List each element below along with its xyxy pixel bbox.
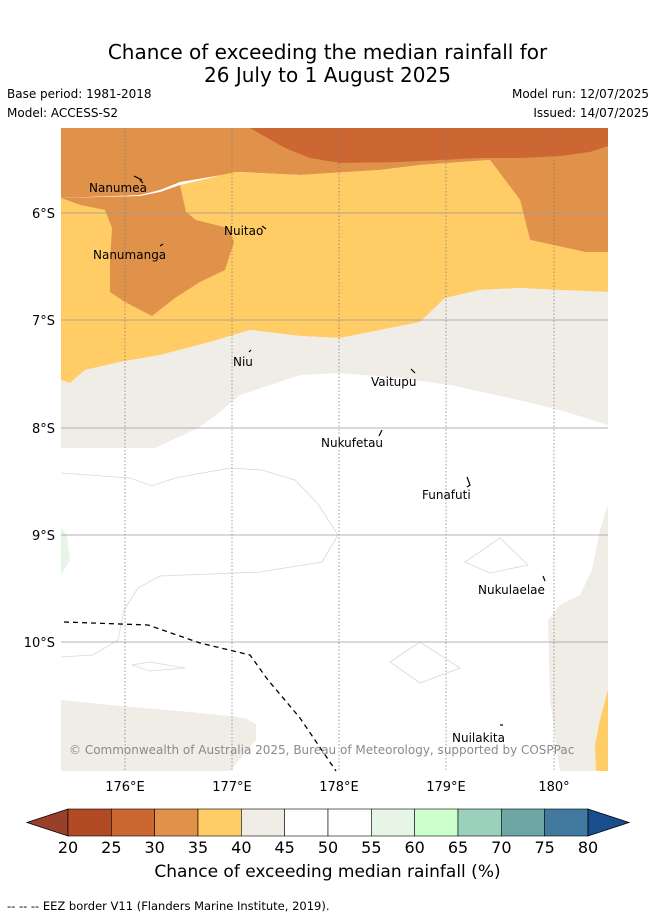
- colorbar-under-arrow: [25, 808, 69, 837]
- band-30-35-lobe: [61, 185, 234, 316]
- colorbar-tick-label: 25: [101, 838, 121, 857]
- nuitao-island-icon: [261, 225, 267, 230]
- lon-label-180: 180°: [538, 780, 569, 795]
- place-label-niu: Niu: [233, 355, 253, 369]
- colorbar-segment: [154, 808, 199, 837]
- copyright-notice: © Commonwealth of Australia 2025, Bureau…: [69, 743, 574, 757]
- nukufetau-island-icon: [378, 429, 383, 437]
- band-35-40: [61, 160, 608, 383]
- band-40-45: [61, 288, 608, 448]
- funafuti-island-icon: [466, 476, 471, 488]
- lon-label-178: 178°E: [319, 780, 359, 795]
- nukulaelae-island-icon: [542, 575, 546, 582]
- colorbar-tick-label: 65: [448, 838, 468, 857]
- place-label-funafuti: Funafuti: [422, 488, 471, 502]
- vaitupu-island-icon: [410, 368, 416, 374]
- eez-footnote: -- -- -- EEZ border V11 (Flanders Marine…: [7, 899, 330, 913]
- place-label-nanumea: Nanumea: [89, 181, 147, 195]
- lat-label-8s: 8°S: [32, 422, 55, 437]
- band-40-45-east: [548, 505, 608, 771]
- nanumea-island-icon: [133, 175, 143, 181]
- nanumanga-island-icon: [159, 243, 164, 247]
- colorbar-tick-label: 45: [274, 838, 294, 857]
- colorbar-over-arrow: [587, 808, 631, 837]
- niu-island-icon: [248, 349, 252, 353]
- band-25-30: [250, 128, 608, 163]
- colorbar-segment: [241, 808, 285, 837]
- longitude-gridlines: [124, 128, 555, 771]
- island-marks: [133, 175, 546, 726]
- band-40-45-south: [61, 700, 256, 771]
- colorbar-ticks: 20 25 30 35 40 45 50 55 60 65 70 75 80: [58, 838, 598, 857]
- band-55-60: [61, 528, 70, 575]
- colorbar-segment: [327, 808, 372, 837]
- base-period: Base period: 1981-2018: [7, 87, 152, 101]
- lat-label-10s: 10°S: [24, 636, 55, 651]
- model-name: Model: ACCESS-S2: [7, 106, 119, 120]
- colorbar-segment: [67, 808, 112, 837]
- map-title-line2: 26 July to 1 August 2025: [204, 63, 451, 87]
- colorbar-segment: [111, 808, 155, 837]
- colorbar-tick-label: 70: [491, 838, 511, 857]
- colorbar-tick-label: 50: [318, 838, 338, 857]
- colorbar-tick-label: 20: [58, 838, 78, 857]
- colorbar-label: Chance of exceeding median rainfall (%): [154, 862, 501, 882]
- place-label-nuilakita: Nuilakita: [452, 731, 505, 745]
- colorbar-tick-label: 40: [231, 838, 251, 857]
- lat-label-6s: 6°S: [32, 207, 55, 222]
- colorbar-segment: [414, 808, 459, 837]
- lon-label-176: 176°E: [105, 780, 145, 795]
- model-run: Model run: 12/07/2025: [511, 87, 649, 101]
- place-label-nuitao: Nuitao: [224, 224, 263, 238]
- map-title-line1: Chance of exceeding the median rainfall …: [107, 40, 548, 64]
- colorbar-segment: [197, 808, 242, 837]
- issued-date: Issued: 14/07/2025: [533, 106, 649, 120]
- band-35-40-corner: [595, 690, 608, 771]
- latitude-gridlines: [61, 212, 608, 643]
- colorbar-tick-label: 75: [534, 838, 554, 857]
- place-label-nukufetau: Nukufetau: [321, 436, 383, 450]
- band-30-35: [61, 128, 608, 252]
- colorbar-tick-label: 80: [578, 838, 598, 857]
- lon-label-177: 177°E: [212, 780, 252, 795]
- colorbar-segment: [544, 808, 589, 837]
- colorbar-tick-label: 55: [361, 838, 381, 857]
- colorbar-segment: [284, 808, 329, 837]
- colorbar: [25, 808, 631, 837]
- lon-label-179: 179°E: [426, 780, 466, 795]
- colorbar-tick-label: 35: [188, 838, 208, 857]
- colorbar-tick-label: 30: [144, 838, 164, 857]
- colorbar-segment: [457, 808, 502, 837]
- colorbar-segment: [501, 808, 545, 837]
- eez-border: [63, 621, 337, 772]
- colorbar-segment: [371, 808, 415, 837]
- place-label-nukulaelae: Nukulaelae: [478, 583, 545, 597]
- place-label-nanumanga: Nanumanga: [93, 248, 166, 262]
- lat-label-7s: 7°S: [32, 314, 55, 329]
- colorbar-tick-label: 60: [404, 838, 424, 857]
- lat-label-9s: 9°S: [32, 529, 55, 544]
- place-label-vaitupu: Vaitupu: [371, 375, 417, 389]
